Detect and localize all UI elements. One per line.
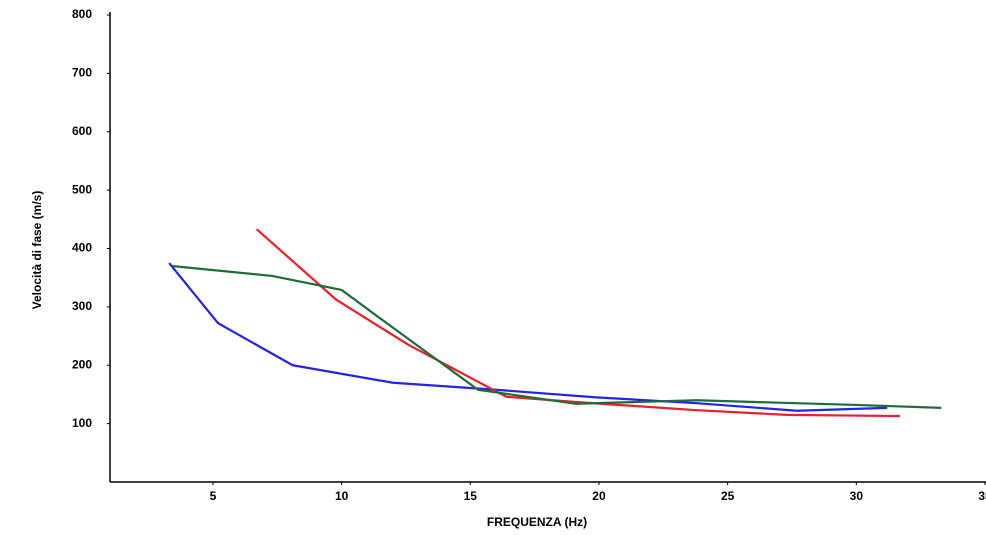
x-tick-label: 5 [210, 489, 217, 503]
y-tick-label: 700 [72, 66, 92, 80]
x-tick-label: 10 [335, 489, 349, 503]
data-line [171, 264, 942, 409]
x-tick-label: 30 [850, 489, 864, 503]
y-tick-label: 600 [72, 124, 92, 138]
y-tick-label: 800 [72, 7, 92, 21]
y-tick-label: 400 [72, 241, 92, 255]
x-tick-label: 20 [592, 489, 606, 503]
x-tick-label: 35 [978, 489, 986, 503]
data-line [168, 262, 888, 412]
y-tick-label: 200 [72, 357, 92, 371]
y-axis-title: Velocità di fase (m/s) [30, 191, 44, 310]
y-tick-label: 100 [72, 416, 92, 430]
y-tick-label: 300 [72, 299, 92, 313]
x-tick-label: 25 [721, 489, 735, 503]
x-axis-title: FREQUENZA (Hz) [487, 515, 587, 529]
x-tick-label: 15 [464, 489, 478, 503]
y-tick-label: 500 [72, 182, 92, 196]
data-line [255, 228, 901, 418]
